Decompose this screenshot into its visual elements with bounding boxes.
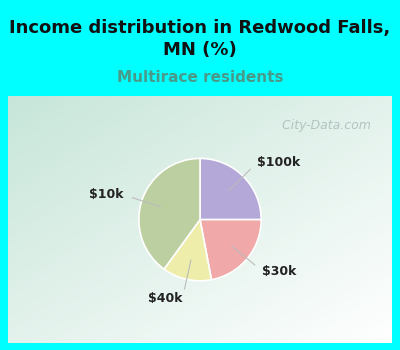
Text: Income distribution in Redwood Falls,
MN (%): Income distribution in Redwood Falls, MN… <box>9 19 391 60</box>
Text: City-Data.com: City-Data.com <box>274 119 371 132</box>
Wedge shape <box>200 220 261 280</box>
Text: $10k: $10k <box>88 188 123 201</box>
Text: $30k: $30k <box>262 265 297 278</box>
Wedge shape <box>164 220 212 281</box>
Text: $40k: $40k <box>148 292 182 305</box>
Wedge shape <box>200 159 261 220</box>
Text: $100k: $100k <box>257 156 300 169</box>
Wedge shape <box>139 159 200 269</box>
Text: Multirace residents: Multirace residents <box>117 70 283 85</box>
